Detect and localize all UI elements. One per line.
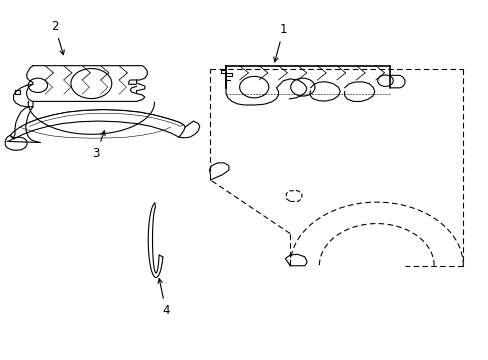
Polygon shape [5, 135, 27, 150]
Text: 4: 4 [158, 279, 169, 317]
Polygon shape [10, 110, 185, 139]
Text: 3: 3 [92, 131, 105, 160]
Text: 1: 1 [273, 23, 286, 62]
Polygon shape [27, 66, 147, 102]
Text: 2: 2 [51, 20, 64, 55]
